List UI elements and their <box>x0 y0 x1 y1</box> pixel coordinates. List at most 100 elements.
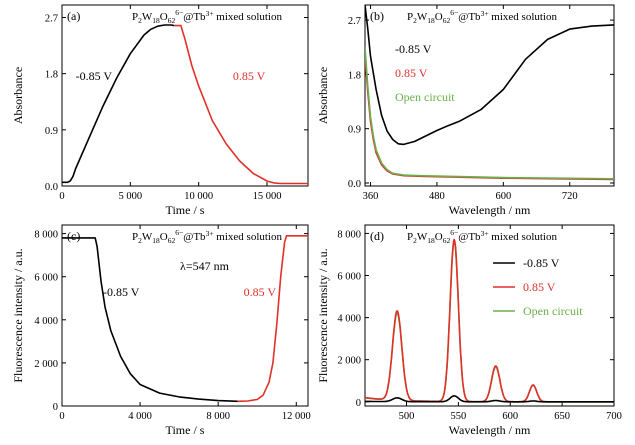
y-tick-label: 1.8 <box>45 70 58 81</box>
y-axis-label: Absorbance <box>316 67 330 124</box>
title-fragment: 62 <box>443 236 451 245</box>
y-tick-label: 6 000 <box>337 272 361 283</box>
wavelength-note: λ=547 nm <box>180 259 230 273</box>
title-fragment: 6− <box>450 228 458 237</box>
x-axis-label: Time / s <box>166 203 205 217</box>
title-fragment: 3+ <box>481 9 489 18</box>
x-tick-label: 5 000 <box>119 191 143 202</box>
series-line-0 <box>62 24 175 184</box>
x-tick-label: 700 <box>606 411 622 422</box>
annotation-label: 0.85 V <box>244 285 277 299</box>
x-tick-label: 600 <box>502 411 518 422</box>
x-tick-label: 12 000 <box>282 411 311 422</box>
y-tick-label: 8 000 <box>337 229 361 240</box>
x-tick-label: 15 000 <box>253 191 282 202</box>
title-fragment: mixed solution <box>214 11 283 23</box>
y-tick-label: 0.0 <box>45 182 58 193</box>
y-tick-label: 4 000 <box>337 314 361 325</box>
title-fragment: O <box>160 231 168 243</box>
annotation-label: -0.85 V <box>103 285 140 299</box>
title-fragment: 3+ <box>481 229 489 238</box>
y-tick-label: 6 000 <box>34 273 58 284</box>
panel-a: 0 5 000 10 000 15 000 0.0 0.9 1.8 2.7 Time / s Ab… <box>11 4 309 217</box>
y-tick-label: 2 000 <box>34 359 58 370</box>
title-fragment: 2 <box>413 236 417 245</box>
y-axis-label: Absorbance <box>11 67 25 124</box>
y-tick-label: 0.0 <box>348 179 361 190</box>
x-tick-label: 720 <box>562 191 578 202</box>
legend-entry: Open circuit <box>395 90 455 104</box>
x-tick-label: 550 <box>451 411 467 422</box>
x-tick-label: 0 <box>59 191 64 202</box>
title-fragment: P <box>407 231 413 243</box>
series-line-0 <box>62 237 238 403</box>
title-fragment: 62 <box>168 236 176 245</box>
title-fragment: 3+ <box>206 9 214 18</box>
panel-title: P2W18O626−@Tb3+ mixed solution <box>132 8 282 25</box>
title-fragment: O <box>160 11 168 23</box>
title-fragment: 18 <box>152 236 160 245</box>
x-tick-label: 360 <box>363 191 379 202</box>
title-fragment: 62 <box>443 16 451 25</box>
title-fragment: 18 <box>427 236 435 245</box>
plot-frame <box>364 224 615 407</box>
title-fragment: O <box>435 11 443 23</box>
x-tick-label: 500 <box>399 411 415 422</box>
plot-frame <box>364 4 615 187</box>
title-fragment: 6− <box>450 8 458 17</box>
panel-d: 500 550 600 650 700 0 2 000 4 000 6 000 8 000 Wave… <box>316 224 622 437</box>
legend-entry: -0.85 V <box>523 256 560 270</box>
x-tick-label: 0 <box>59 411 64 422</box>
title-fragment: W <box>417 231 428 243</box>
series-line-0 <box>365 5 614 146</box>
y-tick-label: 0 <box>53 402 58 413</box>
y-tick-label: 2 000 <box>337 356 361 367</box>
series-line-1 <box>365 238 614 403</box>
legend-entry: 0.85 V <box>395 66 428 80</box>
y-tick-label: 0.9 <box>45 126 58 137</box>
panel-letter: (c) <box>67 229 80 243</box>
y-tick-label: 2.7 <box>348 16 361 27</box>
title-fragment: @Tb <box>183 11 206 23</box>
y-axis-label: Fluorescence intensity / a.u. <box>316 248 330 382</box>
panel-title: P2W18O626−@Tb3+ mixed solution <box>132 228 282 245</box>
y-tick-label: 2.7 <box>45 13 58 24</box>
y-tick-label: 0 <box>356 398 361 409</box>
panel-letter: (d) <box>370 229 384 243</box>
legend-entry: -0.85 V <box>395 42 432 56</box>
series-line-2 <box>365 240 614 403</box>
series-line-0 <box>365 395 614 403</box>
title-fragment: W <box>142 11 153 23</box>
title-fragment: mixed solution <box>214 231 283 243</box>
title-fragment: @Tb <box>458 231 481 243</box>
legend-entry: Open circuit <box>523 304 583 318</box>
panel-letter: (b) <box>370 9 384 23</box>
series-line-1 <box>174 24 308 185</box>
title-fragment: mixed solution <box>489 11 558 23</box>
series-line-1 <box>237 235 308 403</box>
title-fragment: 3+ <box>206 229 214 238</box>
title-fragment: 18 <box>152 16 160 25</box>
panel-letter: (a) <box>67 9 80 23</box>
x-tick-label: 650 <box>554 411 570 422</box>
x-tick-label: 4 000 <box>128 411 152 422</box>
title-fragment: O <box>435 231 443 243</box>
y-tick-label: 0.9 <box>348 125 361 136</box>
title-fragment: 2 <box>413 16 417 25</box>
plot-frame <box>61 224 309 407</box>
y-tick-label: 1.8 <box>348 70 361 81</box>
annotation-label: -0.85 V <box>76 69 113 83</box>
title-fragment: P <box>407 11 413 23</box>
x-tick-label: 480 <box>429 191 445 202</box>
x-axis-label: Time / s <box>166 423 205 437</box>
panel-title: P2W18O626−@Tb3+ mixed solution <box>407 8 557 25</box>
x-axis-label: Wavelength / nm <box>449 423 531 437</box>
title-fragment: 62 <box>168 16 176 25</box>
annotation-label: 0.85 V <box>233 69 266 83</box>
title-fragment: W <box>142 231 153 243</box>
title-fragment: 6− <box>175 8 183 17</box>
title-fragment: 6− <box>175 228 183 237</box>
title-fragment: @Tb <box>183 231 206 243</box>
